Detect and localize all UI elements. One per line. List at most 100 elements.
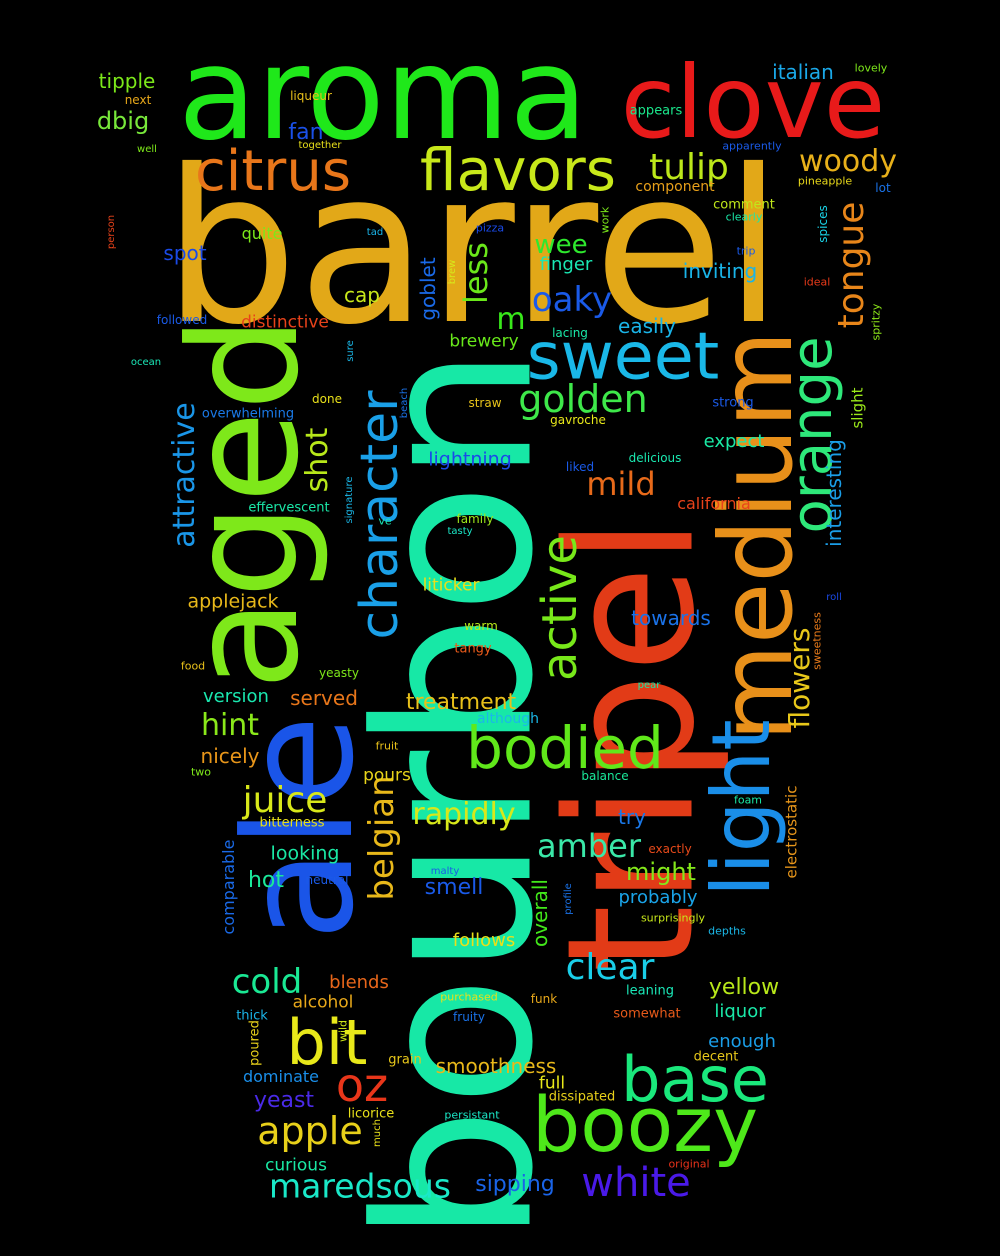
word-flavors: flavors	[420, 136, 616, 204]
word-depths: depths	[708, 924, 746, 938]
word-quite: quite	[241, 224, 283, 243]
word-done: done	[312, 392, 342, 406]
word-nicely: nicely	[200, 744, 260, 768]
word-malty: malty	[430, 866, 460, 877]
word-pizza: pizza	[475, 221, 505, 235]
word-overall: overall	[528, 879, 552, 947]
word-yeasty: yeasty	[319, 666, 359, 680]
word-amber: amber	[537, 827, 641, 865]
word-fan: fan	[288, 120, 324, 145]
word-appears: appears	[629, 103, 683, 119]
word-work: work	[598, 206, 612, 234]
word-lightning: lightning	[428, 448, 512, 471]
word-lot: lot	[875, 181, 891, 195]
word-inviting: inviting	[682, 259, 758, 283]
word-tipple: tipple	[98, 69, 156, 93]
word-brew: brew	[447, 259, 458, 285]
word-probably: probably	[618, 887, 698, 908]
word-apparently: apparently	[722, 139, 782, 153]
word-attractive: attractive	[167, 402, 202, 548]
word-italian: italian	[772, 60, 834, 84]
word-version: version	[203, 686, 269, 707]
word-boozy: boozy	[531, 1080, 759, 1169]
word-distinctive: distinctive	[241, 312, 329, 333]
word-yeast: yeast	[253, 1088, 315, 1113]
word-foam: foam	[733, 793, 763, 807]
word-sure: sure	[345, 340, 356, 362]
word-original: original	[668, 1157, 710, 1171]
word-beach: beach	[399, 387, 410, 419]
word-rapidly: rapidly	[412, 797, 516, 832]
word-sipping: sipping	[475, 1172, 555, 1197]
word-alcohol: alcohol	[292, 992, 354, 1013]
word-light: light	[695, 719, 788, 897]
word-surprisingly: surprisingly	[640, 911, 706, 925]
word-strong: strong	[712, 395, 754, 411]
word-followed: followed	[156, 313, 208, 327]
word-ideal: ideal	[803, 275, 831, 289]
word-family: family	[456, 512, 494, 526]
word-interesting: interesting	[822, 439, 846, 547]
word-tulip: tulip	[649, 147, 729, 188]
word-comment: comment	[713, 197, 775, 213]
word-fruit: fruit	[375, 739, 399, 753]
word-tad: tad	[366, 227, 384, 238]
word-warm: warm	[464, 619, 498, 633]
word-easily: easily	[618, 314, 676, 338]
word-cold: cold	[231, 962, 303, 1002]
word-hot: hot	[247, 868, 285, 893]
word-somewhat: somewhat	[613, 1006, 681, 1022]
word-smoothness: smoothness	[435, 1054, 557, 1078]
word-served: served	[290, 686, 358, 710]
word-base: base	[621, 1043, 769, 1116]
word-pineapple: pineapple	[797, 174, 853, 188]
word-apple: apple	[257, 1109, 363, 1153]
word-roll: roll	[826, 592, 842, 603]
word-fruity: fruity	[453, 1010, 485, 1024]
word-might: might	[626, 858, 696, 886]
word-purchased: purchased	[440, 990, 498, 1004]
word-tangy: tangy	[454, 641, 492, 657]
word-delicious: delicious	[628, 451, 682, 465]
word-citrus: citrus	[195, 139, 351, 204]
word-leaning: leaning	[626, 983, 674, 999]
word-lovely: lovely	[854, 61, 888, 75]
word-liquor: liquor	[714, 1001, 766, 1022]
word-applejack: applejack	[187, 590, 279, 613]
word-enough: enough	[708, 1031, 776, 1052]
word-shot: shot	[300, 427, 335, 493]
word-well: well	[137, 144, 157, 155]
word-try: try	[618, 805, 646, 829]
word-two: two	[190, 765, 212, 779]
word-juice: juice	[242, 780, 328, 821]
word-golden: golden	[518, 377, 648, 421]
word-expect: expect	[703, 431, 765, 452]
word-person: person	[106, 214, 117, 250]
word-comparable: comparable	[219, 839, 238, 935]
word-woody: woody	[798, 144, 898, 179]
word-neutral: neutral	[305, 873, 349, 887]
word-pear: pear	[637, 680, 661, 691]
word-curious: curious	[265, 1155, 327, 1176]
word-much: much	[372, 1119, 383, 1147]
word-liked: liked	[565, 460, 595, 474]
word-straw: straw	[468, 396, 502, 410]
word-slight: slight	[848, 387, 867, 429]
word-oaky: oaky	[531, 280, 613, 320]
word-component: component	[635, 179, 715, 195]
word-cap: cap	[344, 283, 380, 307]
word-spot: spot	[163, 241, 207, 265]
word-profile: profile	[563, 883, 574, 915]
word-yellow: yellow	[708, 975, 780, 1000]
word-active: active	[532, 535, 588, 681]
word-tongue: tongue	[831, 201, 872, 329]
word-treatment: treatment	[405, 690, 517, 715]
word-brewery: brewery	[449, 331, 519, 352]
word-persistant: persistant	[444, 1108, 500, 1122]
word-wild: wild	[336, 1019, 350, 1043]
word-decent: decent	[693, 1049, 739, 1065]
word-electrostatic: electrostatic	[782, 785, 801, 879]
word-signature: signature	[344, 476, 355, 524]
word-mild: mild	[586, 465, 656, 503]
